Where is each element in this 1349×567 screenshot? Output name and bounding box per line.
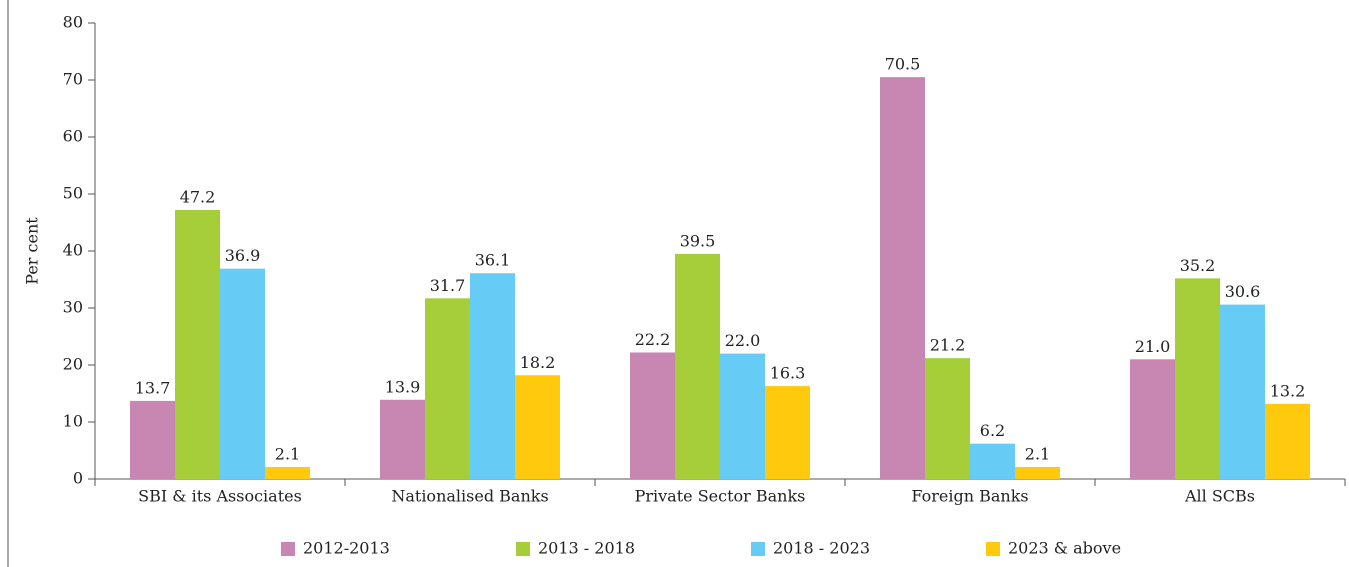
bar bbox=[1130, 359, 1175, 479]
data-label: 13.7 bbox=[135, 378, 171, 397]
data-label: 21.0 bbox=[1135, 337, 1171, 356]
legend-swatch bbox=[986, 542, 1000, 556]
y-tick-label: 30 bbox=[63, 298, 83, 317]
x-tick-label: SBI & its Associates bbox=[138, 487, 302, 506]
bar bbox=[970, 443, 1015, 479]
data-label: 36.1 bbox=[475, 251, 511, 270]
data-label: 2.1 bbox=[1025, 445, 1050, 464]
y-tick-label: 50 bbox=[63, 184, 83, 203]
y-axis-label: Per cent bbox=[23, 217, 42, 285]
bar bbox=[265, 467, 310, 479]
y-tick-label: 20 bbox=[63, 355, 83, 374]
data-label: 39.5 bbox=[680, 231, 716, 250]
legend-swatch bbox=[516, 542, 530, 556]
bar bbox=[1220, 304, 1265, 479]
data-label: 13.9 bbox=[385, 377, 421, 396]
bar bbox=[1015, 467, 1060, 479]
bar bbox=[630, 352, 675, 479]
bar bbox=[1175, 278, 1220, 479]
data-label: 30.6 bbox=[1225, 282, 1261, 301]
legend-swatch bbox=[281, 542, 295, 556]
y-tick-label: 60 bbox=[63, 127, 83, 146]
y-tick-label: 10 bbox=[63, 412, 83, 431]
data-label: 16.3 bbox=[770, 364, 806, 383]
bar bbox=[380, 399, 425, 479]
x-tick-label: Foreign Banks bbox=[911, 487, 1028, 506]
bar bbox=[675, 253, 720, 479]
bar bbox=[220, 268, 265, 479]
bar bbox=[515, 375, 560, 479]
x-tick-label: Private Sector Banks bbox=[635, 487, 806, 506]
legend-swatch bbox=[751, 542, 765, 556]
x-tick-label: Nationalised Banks bbox=[391, 487, 548, 506]
data-label: 31.7 bbox=[430, 276, 466, 295]
bar bbox=[720, 353, 765, 479]
bar bbox=[175, 209, 220, 479]
bar bbox=[425, 298, 470, 479]
data-label: 35.2 bbox=[1180, 256, 1216, 275]
bar bbox=[925, 358, 970, 479]
bar bbox=[880, 77, 925, 480]
bar bbox=[1265, 403, 1310, 479]
legend-label: 2018 - 2023 bbox=[773, 539, 870, 558]
data-label: 18.2 bbox=[520, 353, 556, 372]
data-label: 22.2 bbox=[635, 330, 671, 349]
y-tick-label: 70 bbox=[63, 70, 83, 89]
data-label: 36.9 bbox=[225, 246, 261, 265]
y-tick-label: 80 bbox=[63, 13, 83, 32]
legend-label: 2012-2013 bbox=[303, 539, 390, 558]
data-label: 22.0 bbox=[725, 331, 761, 350]
legend-label: 2023 & above bbox=[1008, 539, 1121, 558]
bar bbox=[765, 386, 810, 479]
data-label: 2.1 bbox=[275, 445, 300, 464]
data-label: 21.2 bbox=[930, 336, 966, 355]
bar bbox=[470, 273, 515, 479]
data-label: 13.2 bbox=[1270, 381, 1306, 400]
data-label: 47.2 bbox=[180, 187, 216, 206]
bar bbox=[130, 400, 175, 479]
y-tick-label: 40 bbox=[63, 241, 83, 260]
data-label: 6.2 bbox=[980, 421, 1005, 440]
data-label: 70.5 bbox=[885, 55, 921, 74]
x-tick-label: All SCBs bbox=[1184, 487, 1255, 506]
legend-label: 2013 - 2018 bbox=[538, 539, 635, 558]
y-tick-label: 0 bbox=[73, 469, 83, 488]
